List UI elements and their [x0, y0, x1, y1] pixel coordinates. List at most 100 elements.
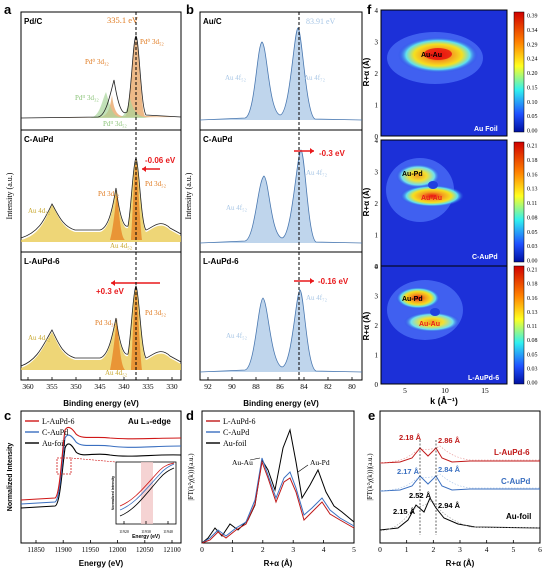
- c-inset-xlabel: Energy (eV): [132, 534, 160, 540]
- b1-l2: Au 4f₇₂: [304, 74, 326, 82]
- f-ytick: 0: [375, 381, 379, 389]
- tick-label: 11920: [119, 529, 129, 534]
- a3-l2: Pd 3d₃₂: [95, 319, 117, 327]
- b-xtick-group: 92 90 88 86 84 82 80: [204, 377, 356, 391]
- c-inset-ylabel: Normalized Intensity: [111, 476, 115, 510]
- tick-label: 82: [324, 382, 332, 391]
- f2-cbar-ticks: 0.21 0.18 0.16 0.13 0.11 0.08 0.05 0.03 0.00: [527, 144, 538, 265]
- tick-label: 330: [166, 382, 178, 391]
- a-xlabel: Binding energy (eV): [63, 399, 139, 408]
- colorbar-tick: 0.00: [527, 129, 538, 135]
- b2-shift: -0.3 eV: [319, 149, 345, 158]
- d-ylabel: |FT(k²χ(k))|(a.u.): [187, 453, 195, 501]
- b2-l2: Au 4f₇₂: [306, 169, 328, 177]
- e-s3-p2: 2.52 Å: [409, 491, 432, 500]
- tick-label: 4: [485, 545, 489, 554]
- b3-l1: Au 4f₅₂: [226, 332, 248, 340]
- tick-label: 5: [352, 545, 356, 554]
- a2-sample: C-AuPd: [24, 135, 53, 144]
- f-ytick: 3: [375, 169, 379, 177]
- a-ylabel: Intensity (a.u.): [5, 172, 14, 219]
- colorbar-tick: 0.03: [527, 244, 538, 250]
- c-leg1: L-AuPd-6: [42, 417, 74, 426]
- f-xlabel: k (Å⁻¹): [430, 396, 458, 406]
- a1-sample: Pd/C: [24, 17, 42, 26]
- f3-sample: L-AuPd-6: [468, 375, 499, 382]
- b2-l1: Au 4f₅₂: [226, 204, 248, 212]
- f1-bond: Au-Au: [421, 52, 442, 59]
- colorbar-tick: 0.29: [527, 42, 538, 48]
- f3-colorbar: [514, 266, 524, 384]
- f3-bond2: Au-Au: [419, 321, 440, 328]
- tick-label: 5: [511, 545, 515, 554]
- colorbar-tick: 0.15: [527, 85, 538, 91]
- tick-label: 350: [70, 382, 82, 391]
- tick-label: 340: [118, 382, 130, 391]
- f3-cbar-ticks: 0.210.180.160.130.110.080.050.030.00: [527, 268, 538, 387]
- b-ylabel: Intensity (a.u.): [184, 172, 193, 219]
- a1-l2: Pd⁰ 3d₃₂: [85, 58, 109, 66]
- f-ytick: 4: [375, 263, 379, 271]
- colorbar-tick: 0.03: [527, 366, 538, 372]
- colorbar-tick: 0.18: [527, 158, 538, 164]
- f1-cbar-ticks: 0.39 0.34 0.29 0.24 0.20 0.15 0.10 0.05 0.00: [527, 14, 538, 135]
- d-xlabel: R+α (Å): [264, 559, 293, 568]
- f2-bond1: Au-Pd: [402, 171, 423, 178]
- tick-label: 11850: [27, 546, 45, 554]
- e-s1-name: L-AuPd-6: [494, 448, 530, 457]
- panel-c-letter: c: [4, 408, 11, 423]
- panel-d: L-AuPd-6 C-AuPd Au-foil Au-Au Au-Pd 0 1 2 3…: [187, 411, 356, 568]
- tick-label: 84: [300, 382, 308, 391]
- colorbar-tick: 0.08: [527, 215, 538, 221]
- d-leg3: Au-foil: [223, 439, 247, 448]
- panel-e: 2.18 Å 2.86 Å L-AuPd-6 2.17 Å 2.84 Å C-A…: [366, 411, 542, 568]
- d-ann2: Au-Pd: [310, 458, 330, 467]
- b-xlabel: Binding energy (eV): [243, 399, 319, 408]
- tick-label: 86: [276, 382, 284, 391]
- e-s1-p2: 2.86 Å: [438, 436, 461, 445]
- a3-arrowhead: [111, 280, 115, 286]
- colorbar-tick: 0.00: [527, 381, 538, 387]
- a1-peak-label: 335.1 eV: [107, 15, 139, 25]
- colorbar-tick: 0.05: [527, 230, 538, 236]
- d-xtick-group: 0 1 2 3 4 5: [200, 540, 356, 554]
- f1-sample: Au Foil: [474, 126, 498, 133]
- panel-b3-frame: [200, 252, 362, 380]
- e-s3-p1: 2.15 Å: [393, 507, 416, 516]
- e-s2-p1: 2.17 Å: [397, 467, 420, 476]
- colorbar-tick: 0.00: [527, 259, 538, 265]
- a3-l3: Pd 3d₅₂: [145, 309, 167, 317]
- f-ytick: 2: [375, 322, 379, 330]
- panel-b-letter: b: [186, 2, 194, 17]
- tick-label: 3: [291, 545, 295, 554]
- tick-label: 12000: [109, 546, 127, 554]
- tick-label: 345: [94, 382, 106, 391]
- colorbar-tick: 0.13: [527, 310, 538, 316]
- tick-label: 355: [46, 382, 58, 391]
- f-xtick: 15: [481, 386, 489, 395]
- tick-label: 88: [252, 382, 260, 391]
- f3-ylabel: R+α (Å): [362, 311, 371, 340]
- d-leg2: C-AuPd: [223, 428, 249, 437]
- b3-peaks: [200, 290, 362, 372]
- tick-label: 2: [261, 545, 265, 554]
- c-edge-label: Au L₃-edge: [128, 417, 171, 426]
- panel-a-letter: a: [4, 2, 12, 17]
- c-ylabel: Normalized Intensity: [7, 443, 14, 512]
- f-ytick: 2: [375, 200, 379, 208]
- a1-l4: Pdᴵᴵ 3d₅₂: [103, 120, 127, 128]
- f-ytick: 3: [375, 39, 379, 47]
- c-xtick-group: 11850 11900 11950 12000 12050 12100: [27, 540, 181, 554]
- colorbar-tick: 0.16: [527, 172, 538, 178]
- f-ytick: 3: [375, 293, 379, 301]
- b3-fit: [200, 290, 362, 372]
- tick-label: 360: [22, 382, 34, 391]
- a2-arrowhead: [142, 166, 146, 172]
- b2-fit: [200, 150, 362, 243]
- panel-b1-frame: [200, 12, 362, 130]
- d-ann2-arrow: [298, 465, 308, 472]
- tick-label: 80: [348, 382, 356, 391]
- tick-label: 90: [228, 382, 236, 391]
- a3-shift: +0.3 eV: [96, 287, 124, 296]
